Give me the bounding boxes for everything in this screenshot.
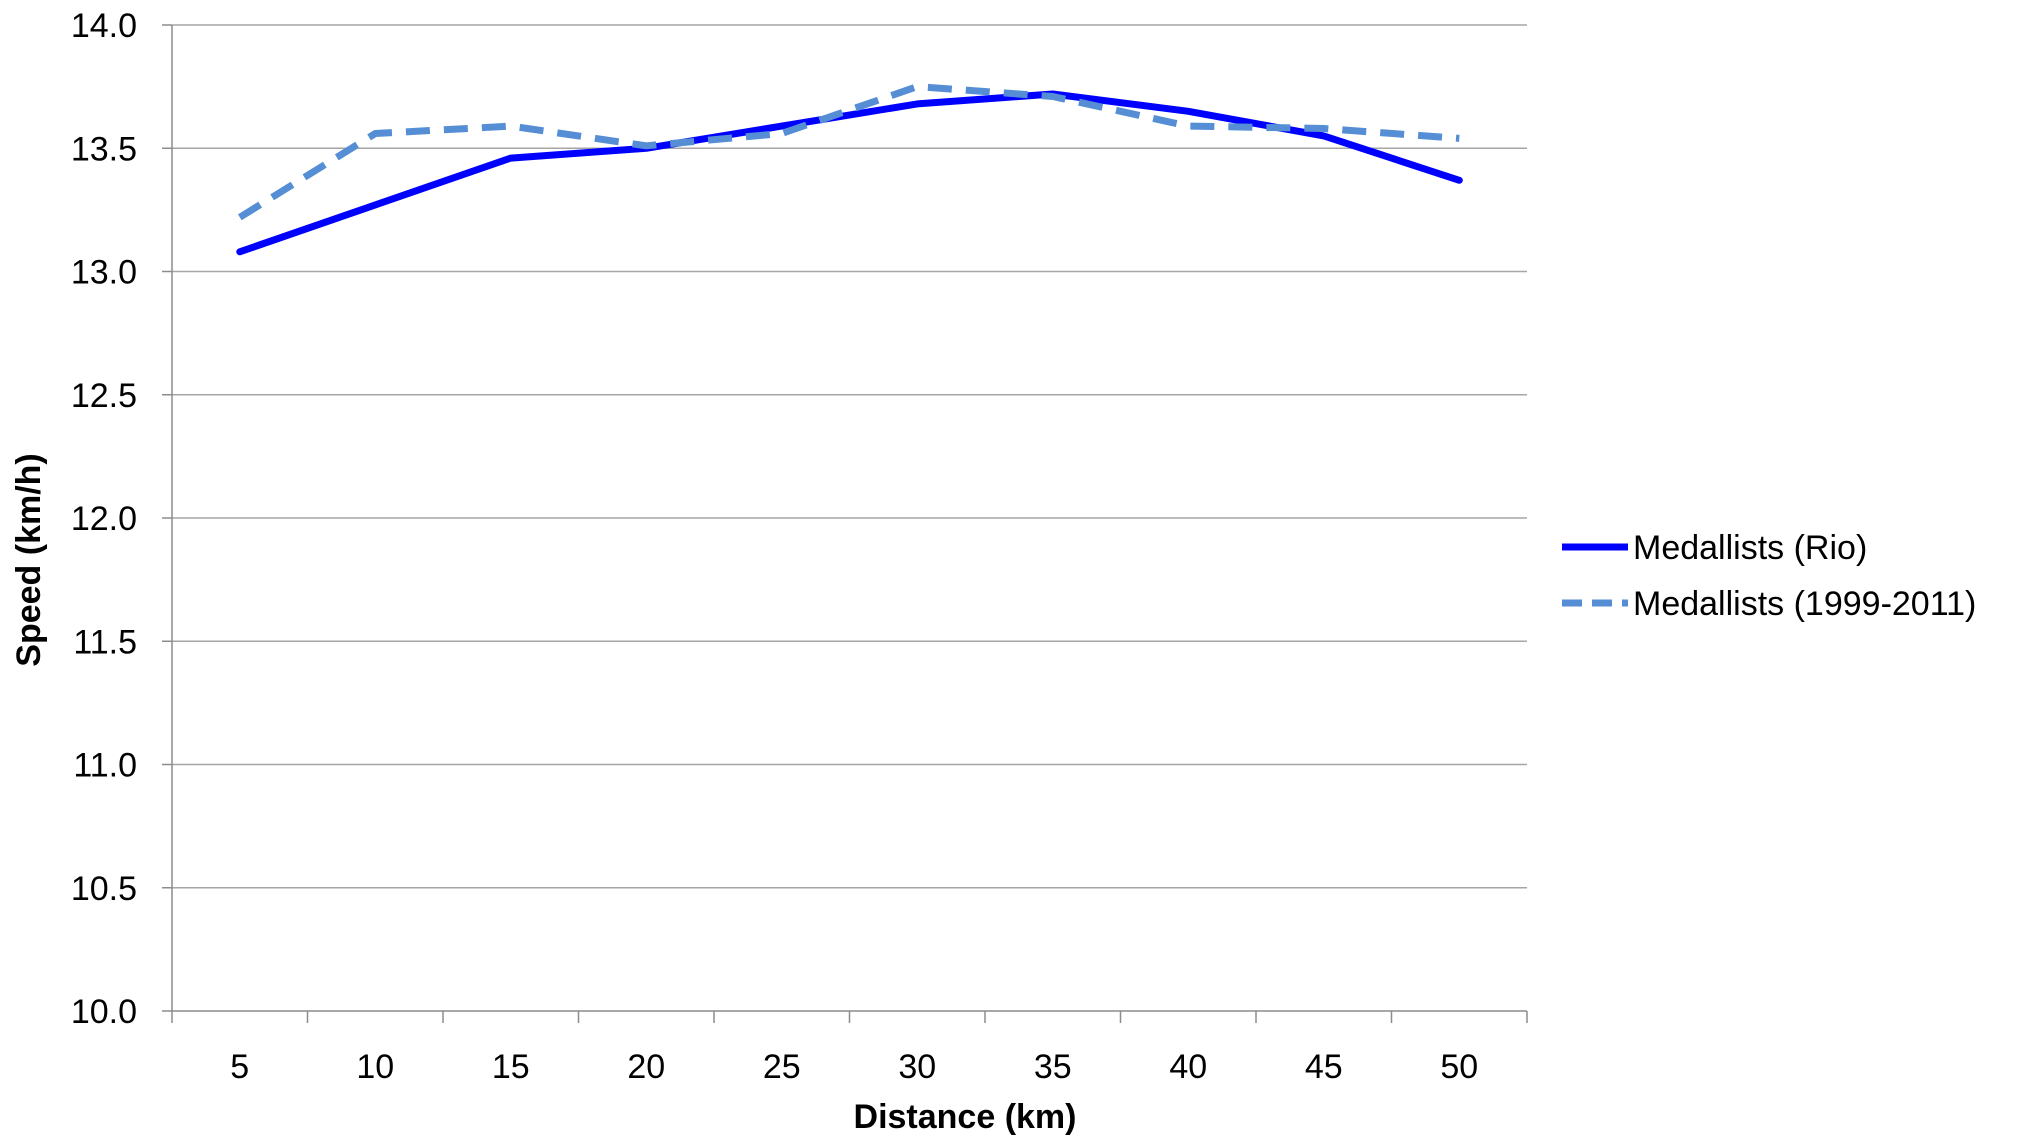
legend-label-medallists-rio: Medallists (Rio) [1633,529,1867,567]
x-tick-labels: 5 10 15 20 25 30 35 40 45 50 [230,1048,1478,1086]
x-tick-label: 50 [1440,1048,1478,1086]
legend-label-medallists-1999-2011: Medallists (1999-2011) [1633,585,1976,623]
y-tick-labels: 10.0 10.5 11.0 11.5 12.0 12.5 13.0 13.5 14.0 [71,7,137,1031]
y-tick-label: 11.0 [73,747,137,785]
series-line-medallists-1999-2011 [237,83,1460,221]
series-lines [236,83,1463,256]
y-tick-label: 14.0 [71,7,137,45]
y-tick-label: 13.5 [71,130,137,168]
y-tick-label: 10.5 [71,870,137,908]
y-tick-label: 11.5 [73,623,137,661]
axes [162,24,1528,1023]
x-tick-label: 30 [898,1048,936,1086]
x-tick-label: 20 [627,1048,665,1086]
y-tick-label: 10.0 [71,993,137,1031]
x-tick-label: 5 [230,1048,249,1086]
x-tick-label: 10 [356,1048,394,1086]
x-tick-label: 25 [763,1048,801,1086]
x-tick-label: 15 [492,1048,530,1086]
y-axis-title: Speed (km/h) [10,453,48,666]
x-tick-label: 40 [1169,1048,1207,1086]
y-tick-label: 12.0 [71,500,137,538]
legend: Medallists (Rio) Medallists (1999-2011) [1562,529,1976,623]
gridlines [172,24,1527,889]
y-tick-label: 12.5 [71,377,137,415]
x-tick-label: 45 [1305,1048,1343,1086]
series-line-medallists-rio [236,90,1463,256]
y-tick-label: 13.0 [71,254,137,292]
x-axis-title: Distance (km) [854,1098,1077,1136]
x-tick-label: 35 [1034,1048,1072,1086]
